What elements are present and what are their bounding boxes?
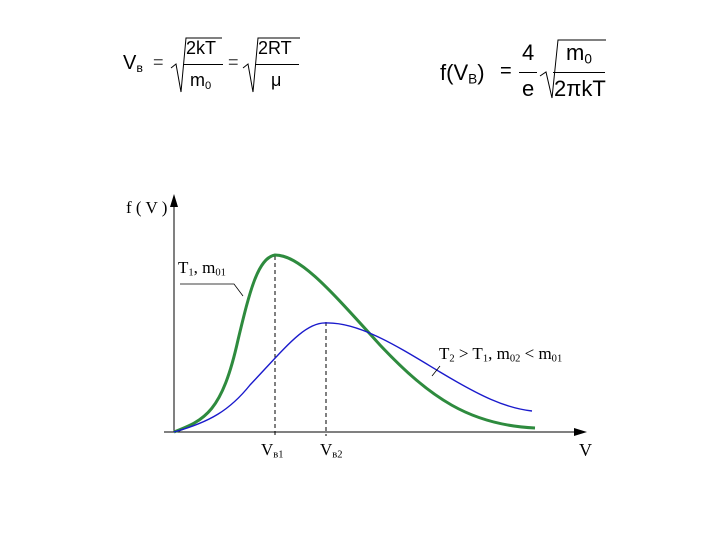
x-axis-label: V (579, 440, 592, 460)
formula-func-sub: B (468, 71, 478, 87)
radical-sign-3 (539, 39, 606, 99)
curve2-label-t1-sub: 1 (482, 353, 489, 365)
curve2-label: T2 > T1, m02 < m01 (439, 344, 562, 364)
v1-marker-label: Vв1 (261, 440, 284, 460)
v2-marker-symbol: V (320, 440, 333, 459)
formula-num2: 2RT (258, 38, 292, 58)
formula-func-text: f(V (440, 60, 469, 85)
formula-den1-sub: 0 (205, 79, 212, 92)
curve2-label-m02-sub: 02 (509, 353, 521, 365)
curve2-label-m02: , m (488, 344, 510, 363)
formula-right-eq: = (500, 60, 512, 82)
formula-lhs-sub: в (136, 61, 143, 76)
formula-frac2-bar (255, 64, 299, 65)
formula-lhs-symbol: V (123, 52, 137, 74)
curve2-label-m01: < m (520, 344, 552, 363)
curve1-label-leader (180, 283, 244, 297)
formula-root-num: m0 (566, 40, 592, 66)
formula-eq1: = (153, 52, 164, 72)
v1-marker-symbol: V (261, 440, 274, 459)
formula-den2: μ (271, 70, 282, 90)
curve1-label-m-sub: 01 (215, 267, 226, 279)
formula-right-num: 4 (522, 40, 535, 65)
x-axis-arrow (574, 428, 587, 436)
formula-num1: 2kT (186, 38, 217, 58)
formula-root-num-sub: 0 (584, 51, 592, 67)
curve2-label-m01-sub: 01 (551, 353, 563, 365)
formula-frac1-bar (183, 64, 223, 65)
formula-root-num-symbol: m (566, 40, 585, 65)
curve1-label-m: , m (193, 258, 216, 277)
formula-den1-symbol: m (190, 70, 205, 90)
curve2-label-t2: T (439, 344, 450, 363)
v1-marker-sub: в1 (273, 449, 284, 461)
formula-root-frac-bar (553, 72, 605, 73)
y-axis-label: f ( V ) (126, 198, 168, 217)
radical-sign-2 (242, 37, 300, 93)
curve2-label-leader (431, 365, 441, 377)
curve1-label-t: T (178, 258, 189, 277)
formula-right-frac-bar (519, 72, 537, 73)
curve-t1 (173, 253, 536, 434)
formula-func-close: ) (477, 60, 485, 85)
formula-eq2: = (228, 52, 239, 72)
radical-sign-1 (170, 37, 222, 93)
formula-func: f(VB) (440, 60, 485, 86)
curve-t2 (173, 322, 533, 433)
curve1-label: T1, m01 (178, 258, 226, 278)
formula-lhs: Vв (123, 52, 143, 75)
curve1-label-t-sub: 1 (188, 267, 194, 279)
formula-den1: m0 (190, 70, 211, 91)
curve2-label-t2-sub: 2 (449, 353, 455, 365)
v2-marker-label: Vв2 (320, 440, 343, 460)
y-axis-arrow (170, 194, 178, 207)
curve2-label-t1: > T (454, 344, 483, 363)
formula-right-den: e (522, 76, 535, 101)
formula-root-den: 2πkT (554, 76, 606, 101)
v2-marker-sub: в2 (332, 449, 343, 461)
